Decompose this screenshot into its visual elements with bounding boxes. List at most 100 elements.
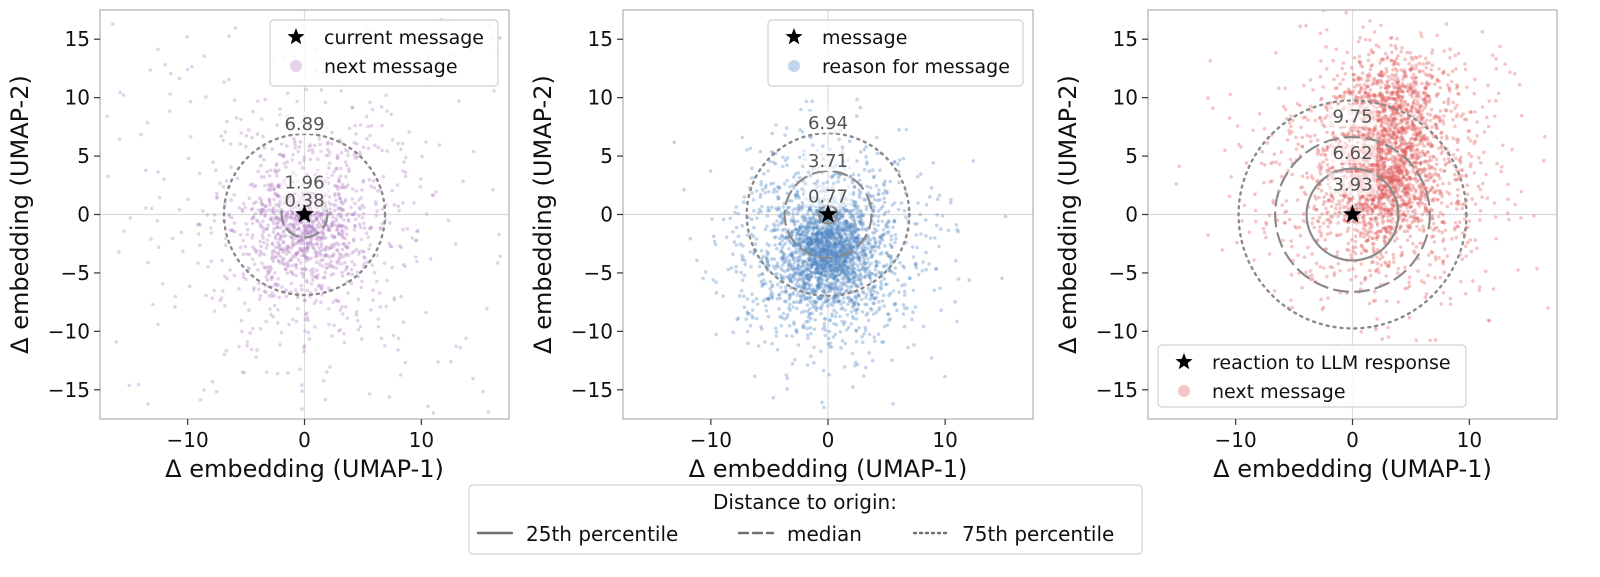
scatter-point (1374, 327, 1378, 332)
scatter-point (889, 262, 893, 267)
scatter-point (1383, 206, 1388, 210)
scatter-point (784, 299, 788, 304)
scatter-point (752, 225, 756, 230)
scatter-point (1397, 126, 1402, 131)
scatter-point (807, 286, 812, 290)
scatter-point (750, 191, 754, 195)
scatter-point (305, 288, 310, 293)
scatter-point (857, 256, 862, 261)
scatter-point (783, 317, 787, 321)
scatter-point (275, 169, 279, 174)
scatter-point (345, 265, 350, 269)
scatter-point (791, 215, 795, 219)
scatter-point (781, 311, 786, 316)
scatter-point (809, 241, 814, 245)
scatter-point (824, 242, 828, 247)
scatter-point (323, 270, 328, 275)
scatter-point (734, 205, 739, 209)
scatter-point (302, 298, 307, 303)
scatter-point (281, 230, 285, 235)
scatter-point (286, 245, 291, 249)
scatter-point (268, 307, 272, 312)
scatter-point (820, 227, 824, 231)
scatter-point (1391, 177, 1396, 182)
scatter-point (822, 248, 827, 253)
scatter-point (306, 241, 310, 245)
scatter-point (275, 216, 280, 220)
scatter-point (870, 286, 875, 291)
scatter-point (335, 225, 340, 229)
scatter-point (1413, 75, 1418, 80)
scatter-point (317, 137, 322, 141)
scatter-point (844, 249, 848, 253)
scatter-point (853, 363, 857, 368)
scatter-point (276, 282, 280, 287)
scatter-point (844, 260, 849, 264)
scatter-point (863, 247, 868, 251)
scatter-point (1421, 69, 1425, 73)
scatter-point (858, 208, 863, 213)
scatter-point (335, 228, 339, 232)
scatter-point (912, 343, 916, 347)
scatter-point (301, 267, 305, 272)
scatter-point (827, 264, 832, 269)
scatter-point (1406, 102, 1410, 107)
scatter-point (741, 256, 745, 260)
scatter-point (792, 270, 797, 275)
scatter-point (854, 329, 858, 333)
scatter-point (842, 259, 847, 263)
scatter-point (763, 190, 767, 195)
scatter-point (967, 278, 971, 283)
scatter-point (816, 219, 821, 224)
scatter-point (856, 255, 860, 259)
scatter-point (843, 272, 847, 277)
scatter-point (853, 224, 857, 228)
scatter-point (808, 264, 813, 268)
scatter-point (1358, 220, 1362, 225)
scatter-point (821, 259, 825, 264)
scatter-point (1287, 132, 1292, 136)
scatter-point (865, 162, 869, 166)
scatter-point (1384, 69, 1389, 74)
scatter-point (851, 223, 856, 227)
scatter-point (241, 252, 246, 257)
scatter-point (314, 216, 319, 221)
scatter-point (242, 201, 246, 206)
scatter-point (1455, 140, 1460, 145)
scatter-point (809, 243, 813, 247)
scatter-point (1426, 94, 1431, 98)
scatter-point (781, 263, 785, 267)
scatter-point (775, 297, 779, 301)
scatter-point (1373, 203, 1377, 207)
scatter-point (1433, 275, 1437, 280)
scatter-point (353, 217, 358, 222)
scatter-point (840, 235, 844, 239)
scatter-point (227, 212, 231, 217)
scatter-point (801, 259, 805, 263)
scatter-point (832, 266, 836, 270)
scatter-point (1346, 200, 1350, 204)
scatter-point (897, 169, 901, 174)
scatter-point (765, 256, 769, 261)
scatter-point (815, 237, 819, 242)
scatter-point (821, 238, 825, 242)
scatter-point (826, 252, 831, 257)
scatter-point (315, 242, 320, 247)
scatter-point (841, 267, 845, 271)
scatter-point (289, 281, 294, 286)
scatter-point (833, 332, 837, 337)
scatter-point (278, 152, 283, 157)
scatter-point (789, 229, 794, 234)
scatter-point (105, 114, 109, 119)
scatter-point (861, 213, 866, 217)
scatter-point (806, 336, 810, 341)
scatter-point (397, 208, 401, 213)
scatter-point (380, 123, 384, 128)
scatter-point (354, 189, 359, 193)
scatter-point (798, 226, 803, 230)
scatter-point (1428, 118, 1433, 123)
scatter-point (825, 247, 830, 252)
scatter-point (835, 278, 840, 282)
scatter-point (750, 308, 755, 312)
scatter-point (971, 159, 976, 163)
